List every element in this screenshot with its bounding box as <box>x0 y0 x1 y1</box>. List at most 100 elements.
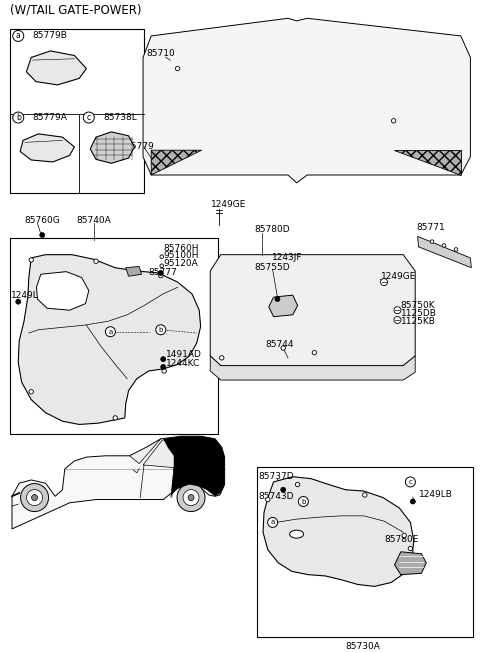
Circle shape <box>268 517 277 528</box>
Bar <box>257 467 473 637</box>
Polygon shape <box>395 552 426 575</box>
Circle shape <box>160 255 164 259</box>
Circle shape <box>183 490 199 505</box>
Circle shape <box>312 351 317 355</box>
Polygon shape <box>26 51 86 85</box>
Circle shape <box>158 274 163 278</box>
Polygon shape <box>143 438 216 468</box>
Circle shape <box>362 493 367 497</box>
Text: (W/TAIL GATE-POWER): (W/TAIL GATE-POWER) <box>10 3 141 16</box>
Circle shape <box>454 247 458 251</box>
Text: 1249LB: 1249LB <box>419 490 453 500</box>
Circle shape <box>177 484 205 511</box>
Circle shape <box>161 357 166 362</box>
Circle shape <box>295 483 300 486</box>
Circle shape <box>265 498 270 502</box>
Polygon shape <box>90 132 134 163</box>
Bar <box>10 29 144 193</box>
Text: 1243JF: 1243JF <box>272 253 302 263</box>
Polygon shape <box>214 449 223 485</box>
Text: c: c <box>408 479 412 485</box>
Text: 85779: 85779 <box>126 142 155 151</box>
Circle shape <box>158 270 163 276</box>
Circle shape <box>26 490 43 505</box>
Text: 1125DB: 1125DB <box>401 309 437 318</box>
Circle shape <box>410 499 415 504</box>
Circle shape <box>406 477 415 487</box>
Text: 85779B: 85779B <box>33 31 68 40</box>
Text: 85755D: 85755D <box>254 263 290 272</box>
Circle shape <box>160 264 164 268</box>
Polygon shape <box>263 477 414 586</box>
Text: a: a <box>16 31 21 40</box>
Circle shape <box>13 31 24 41</box>
Text: 85730A: 85730A <box>345 642 380 651</box>
Circle shape <box>299 496 308 507</box>
Circle shape <box>113 416 118 420</box>
Circle shape <box>430 240 434 244</box>
Circle shape <box>21 484 48 511</box>
Circle shape <box>281 346 286 350</box>
Circle shape <box>402 534 407 537</box>
Polygon shape <box>126 266 142 276</box>
Text: 85744: 85744 <box>265 340 294 349</box>
Text: 85780D: 85780D <box>254 225 290 234</box>
Circle shape <box>175 67 180 71</box>
Text: 1249GE: 1249GE <box>381 272 416 281</box>
Text: 1125KB: 1125KB <box>401 317 436 326</box>
Polygon shape <box>163 436 225 498</box>
Circle shape <box>94 259 98 263</box>
Text: a: a <box>108 328 112 335</box>
Polygon shape <box>143 18 470 183</box>
Text: 85737D: 85737D <box>258 472 294 481</box>
Text: b: b <box>301 498 306 505</box>
Circle shape <box>391 119 396 123</box>
Circle shape <box>188 494 194 501</box>
Text: 85779A: 85779A <box>33 113 68 122</box>
Circle shape <box>381 279 387 285</box>
Text: 85710: 85710 <box>146 49 175 58</box>
Text: 1249LB: 1249LB <box>11 291 45 300</box>
Text: c: c <box>87 113 91 122</box>
Circle shape <box>275 296 280 302</box>
Circle shape <box>442 244 446 247</box>
Text: b: b <box>16 113 21 122</box>
Circle shape <box>29 390 34 394</box>
Text: 95100H: 95100H <box>163 251 199 261</box>
Polygon shape <box>269 295 298 317</box>
Circle shape <box>394 307 401 313</box>
Text: a: a <box>271 519 275 526</box>
Circle shape <box>40 232 45 238</box>
Circle shape <box>219 356 224 360</box>
Text: 85777: 85777 <box>149 268 178 278</box>
Text: 1244KC: 1244KC <box>166 358 200 368</box>
Circle shape <box>84 112 94 123</box>
Polygon shape <box>130 439 161 464</box>
Circle shape <box>16 299 21 304</box>
Text: 85743D: 85743D <box>258 492 294 501</box>
Circle shape <box>408 547 413 550</box>
Polygon shape <box>20 134 74 162</box>
Text: b: b <box>158 326 163 333</box>
Polygon shape <box>418 236 471 268</box>
Circle shape <box>106 326 115 337</box>
Text: 85760G: 85760G <box>24 216 60 225</box>
Text: 85760H: 85760H <box>163 244 199 253</box>
Polygon shape <box>12 436 225 529</box>
Circle shape <box>29 258 34 262</box>
Text: 1249GE: 1249GE <box>211 200 247 209</box>
Text: 85771: 85771 <box>417 223 445 232</box>
Text: 1491AD: 1491AD <box>166 350 202 359</box>
Polygon shape <box>151 150 202 175</box>
Text: 85740A: 85740A <box>77 216 111 225</box>
Text: 95120A: 95120A <box>163 259 198 268</box>
Text: 85738L: 85738L <box>103 113 137 122</box>
Bar <box>10 238 218 434</box>
Polygon shape <box>210 356 415 380</box>
Text: 85780E: 85780E <box>384 535 419 544</box>
Ellipse shape <box>289 530 304 538</box>
Circle shape <box>13 112 24 123</box>
Circle shape <box>394 317 401 323</box>
Circle shape <box>156 325 166 335</box>
Polygon shape <box>36 272 89 310</box>
